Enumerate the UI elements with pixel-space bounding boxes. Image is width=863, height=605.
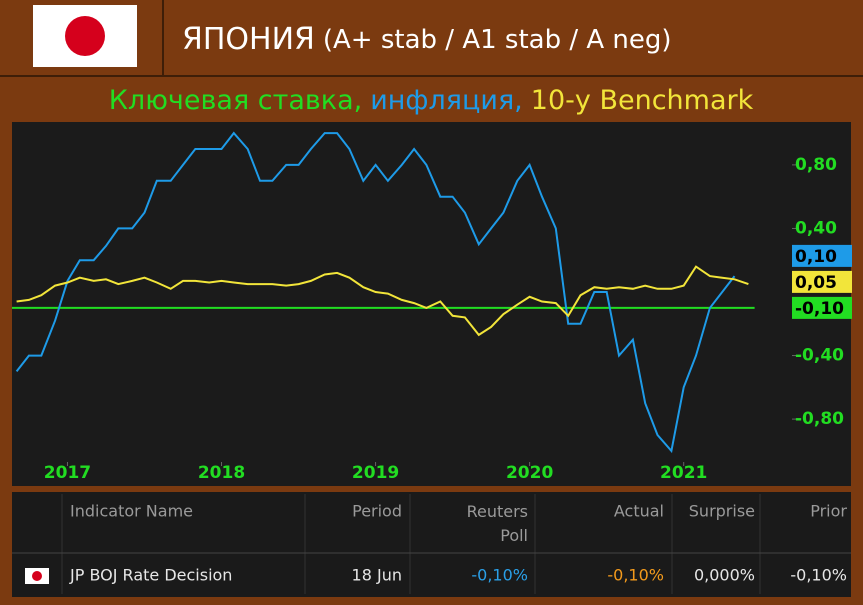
x-tick-label: 2021: [660, 463, 707, 483]
line-series: [16, 265, 749, 337]
y-tick-label: -0,80: [795, 409, 844, 429]
value-label-box: [792, 296, 852, 319]
y-tick-label: -0,40: [795, 346, 844, 366]
x-tick-label: 2019: [352, 463, 399, 483]
table-cell: 18 Jun: [352, 566, 402, 585]
table-cell: -0,10%: [471, 566, 528, 585]
column-header: Period: [352, 502, 402, 521]
x-tick-label: 2017: [44, 463, 91, 483]
table-content: Indicator Name Period Reuters Poll Actual Sur…: [12, 494, 851, 594]
table: [12, 492, 851, 597]
table-cell: 0,000%: [694, 566, 755, 585]
value-label: -0,10: [795, 299, 844, 319]
plot-area: [12, 122, 792, 462]
flag-sun: [65, 16, 105, 56]
value-label: 0,05: [795, 273, 837, 293]
column-header: Prior: [810, 502, 847, 521]
table-cell: -0,10%: [790, 566, 847, 585]
value-label-box: [792, 270, 852, 293]
table-cell: -0,10%: [607, 566, 664, 585]
x-tick-label: 2018: [198, 463, 245, 483]
column-header: Reuters Poll: [467, 502, 528, 545]
x-axis-area: [12, 462, 851, 486]
subtitle-part: инфляция,: [370, 85, 523, 116]
column-header: Surprise: [689, 502, 755, 521]
x-tick-label: 2020: [506, 463, 553, 483]
column-header: Actual: [614, 502, 664, 521]
row-flag-sun: [32, 571, 42, 581]
value-label: 0,10: [795, 247, 837, 267]
subtitle-part: Ключевая ставка,: [109, 85, 362, 116]
y-tick-label: 0,40: [795, 218, 837, 238]
title: ЯПОНИЯ (A+ stab / A1 stab / A neg): [182, 22, 672, 57]
y-tick-label: 0,80: [795, 155, 837, 175]
chart: 0,80 0,40 -0,40 -0,80 2017 2018 2019 2020 2021 0,…: [12, 131, 852, 483]
line-series: [15, 131, 736, 454]
table-cell: JP BOJ Rate Decision: [69, 566, 232, 585]
subtitle: Ключевая ставка, инфляция, 10-y Benchmark: [109, 85, 754, 116]
title-ratings: (A+ stab / A1 stab / A neg): [323, 25, 672, 55]
subtitle-part: 10-y Benchmark: [531, 85, 754, 116]
title-country: ЯПОНИЯ: [182, 22, 315, 57]
value-label-box: [792, 244, 852, 267]
column-header: Indicator Name: [70, 502, 193, 521]
